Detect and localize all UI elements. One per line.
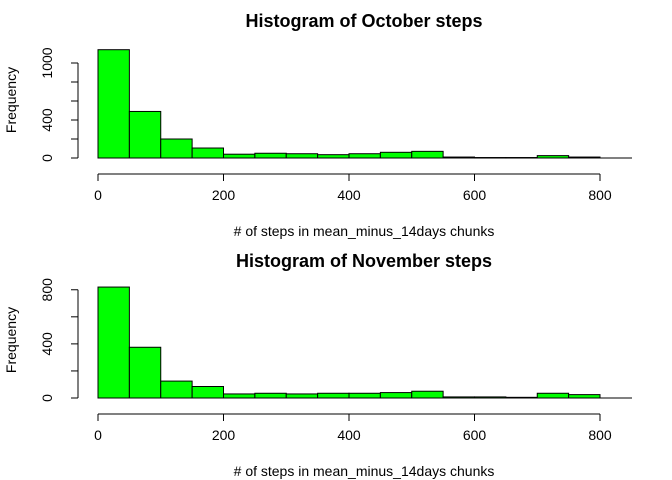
histogram-bar — [191, 386, 224, 399]
y-tick-label: 800 — [39, 278, 55, 302]
histogram-bar — [223, 393, 256, 399]
histogram-bar — [285, 393, 319, 399]
histogram-bar — [254, 392, 287, 399]
x-axis-label: # of steps in mean_minus_14days chunks — [234, 223, 495, 239]
y-tick-label: 0 — [39, 154, 55, 162]
x-axis: 0 200 400 600 800 — [94, 173, 612, 203]
histogram-bar — [191, 147, 224, 159]
x-tick-label: 800 — [588, 427, 612, 443]
x-tick-label: 0 — [94, 187, 102, 203]
x-tick-label: 600 — [463, 427, 487, 443]
histogram-bar — [160, 138, 193, 159]
y-axis-label: Frequency — [3, 307, 19, 373]
histogram-bar — [285, 153, 319, 159]
histogram-bar — [128, 346, 162, 399]
x-tick-label: 800 — [588, 187, 612, 203]
y-tick-label: 400 — [39, 108, 55, 132]
november-histogram-panel: Histogram of November steps # of steps i… — [3, 251, 632, 479]
histogram-bar — [254, 152, 287, 159]
histogram-bar — [128, 110, 162, 159]
october-histogram-panel: Histogram of October steps # of steps in… — [3, 11, 632, 239]
x-axis: 0 200 400 600 800 — [94, 413, 612, 443]
y-tick-label: 400 — [39, 332, 55, 356]
histogram-bar — [411, 390, 444, 399]
y-axis: 0 400 800 — [39, 278, 79, 402]
histogram-bar — [568, 394, 601, 399]
histogram-bar — [536, 392, 570, 399]
histogram-bar — [379, 392, 413, 399]
histogram-bar — [223, 153, 256, 159]
histogram-bar — [348, 153, 381, 159]
histogram-bar — [97, 49, 130, 159]
y-tick-label: 1000 — [39, 47, 55, 78]
y-axis-label: Frequency — [3, 67, 19, 133]
chart-title: Histogram of October steps — [245, 11, 482, 31]
histogram-bar — [379, 151, 413, 159]
x-tick-label: 200 — [212, 187, 236, 203]
histogram-bar — [160, 380, 193, 399]
x-tick-label: 0 — [94, 427, 102, 443]
histogram-bar — [97, 286, 130, 399]
chart-title: Histogram of November steps — [236, 251, 492, 271]
bars — [97, 49, 632, 159]
x-tick-label: 400 — [337, 427, 361, 443]
y-tick-label: 0 — [39, 394, 55, 402]
histogram-bar — [411, 150, 444, 159]
histogram-bar — [348, 392, 381, 399]
bars — [97, 286, 632, 399]
x-tick-label: 400 — [337, 187, 361, 203]
x-axis-label: # of steps in mean_minus_14days chunks — [234, 463, 495, 479]
x-tick-label: 200 — [212, 427, 236, 443]
histogram-bar — [317, 392, 350, 399]
x-tick-label: 600 — [463, 187, 487, 203]
y-axis: 0 400 1000 — [39, 47, 79, 162]
